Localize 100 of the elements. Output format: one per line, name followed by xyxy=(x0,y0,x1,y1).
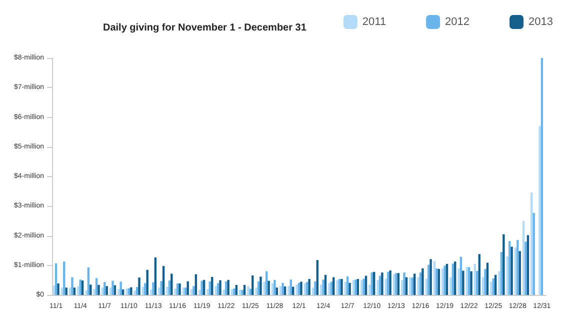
bar xyxy=(274,280,276,295)
bar xyxy=(106,286,108,295)
bar xyxy=(462,270,464,295)
bar xyxy=(368,284,371,295)
bar xyxy=(381,272,384,295)
bar xyxy=(222,290,226,295)
bar xyxy=(290,280,292,295)
bar xyxy=(516,240,519,295)
bar xyxy=(288,286,290,295)
bar xyxy=(81,280,84,295)
bar xyxy=(186,281,189,295)
bar xyxy=(90,284,92,295)
bar xyxy=(101,288,104,295)
bar xyxy=(104,282,106,295)
bar xyxy=(400,280,404,295)
bar xyxy=(292,286,294,295)
bar xyxy=(386,272,390,295)
bar xyxy=(170,274,173,295)
bar xyxy=(458,268,460,295)
bar xyxy=(214,286,217,295)
bar xyxy=(206,289,209,295)
bar xyxy=(324,274,327,295)
bar xyxy=(144,283,146,295)
bar xyxy=(470,271,472,295)
bar xyxy=(344,282,346,295)
bar xyxy=(522,220,525,295)
bar xyxy=(230,289,234,295)
bar xyxy=(263,282,266,295)
bar xyxy=(454,262,456,295)
bar xyxy=(356,279,360,295)
bar xyxy=(476,271,478,295)
bar xyxy=(68,288,72,295)
bar xyxy=(219,280,222,295)
bar xyxy=(198,290,201,295)
bar xyxy=(65,288,68,295)
bar xyxy=(506,256,508,295)
bar xyxy=(192,286,195,295)
bar xyxy=(235,284,238,295)
bar xyxy=(452,264,454,295)
bar xyxy=(378,276,382,295)
bar xyxy=(372,272,376,295)
bar xyxy=(174,288,176,295)
bar xyxy=(376,280,379,295)
bar xyxy=(417,277,420,295)
bar xyxy=(136,287,138,295)
bar xyxy=(360,280,363,295)
bar xyxy=(332,277,335,295)
bar xyxy=(142,286,144,295)
bar xyxy=(150,290,152,295)
bar xyxy=(134,290,136,295)
bar xyxy=(57,283,60,295)
bar xyxy=(178,283,181,295)
bar xyxy=(93,289,96,295)
bar xyxy=(405,277,408,295)
bar xyxy=(362,278,365,295)
bar xyxy=(468,267,470,295)
bar xyxy=(422,268,424,295)
bar xyxy=(389,270,392,295)
legend-label: 2011 xyxy=(362,16,386,28)
bar xyxy=(308,279,310,295)
bar xyxy=(95,278,98,295)
bar xyxy=(152,282,154,295)
bar xyxy=(340,279,343,295)
bar xyxy=(494,274,497,295)
bar xyxy=(112,280,114,295)
bar xyxy=(532,212,535,295)
legend-label: 2012 xyxy=(445,16,470,28)
bar xyxy=(238,290,242,295)
bar xyxy=(514,248,517,295)
bar xyxy=(252,275,254,295)
bar xyxy=(166,286,168,295)
bar xyxy=(425,278,428,295)
bar xyxy=(306,282,308,295)
bar xyxy=(460,256,462,295)
bar xyxy=(484,268,486,295)
bar xyxy=(441,268,444,295)
bar xyxy=(211,276,214,295)
bar xyxy=(279,286,282,295)
bar xyxy=(216,283,220,295)
bar xyxy=(128,288,130,295)
bar xyxy=(419,272,422,295)
bar xyxy=(98,284,100,295)
bar xyxy=(162,266,165,295)
bar xyxy=(500,252,503,295)
bar xyxy=(73,288,76,295)
bar xyxy=(255,288,258,295)
bar xyxy=(247,286,250,295)
bar xyxy=(540,58,544,295)
chart-title: Daily giving for November 1 - December 31 xyxy=(103,22,307,34)
bar xyxy=(364,276,368,295)
bar xyxy=(268,280,270,295)
bar xyxy=(348,282,351,295)
bar xyxy=(482,277,484,295)
bar xyxy=(184,288,187,295)
bar xyxy=(243,284,246,295)
bar xyxy=(71,277,74,295)
bar xyxy=(85,290,88,295)
bar xyxy=(138,278,140,295)
bar xyxy=(130,287,132,295)
bar xyxy=(538,126,541,295)
